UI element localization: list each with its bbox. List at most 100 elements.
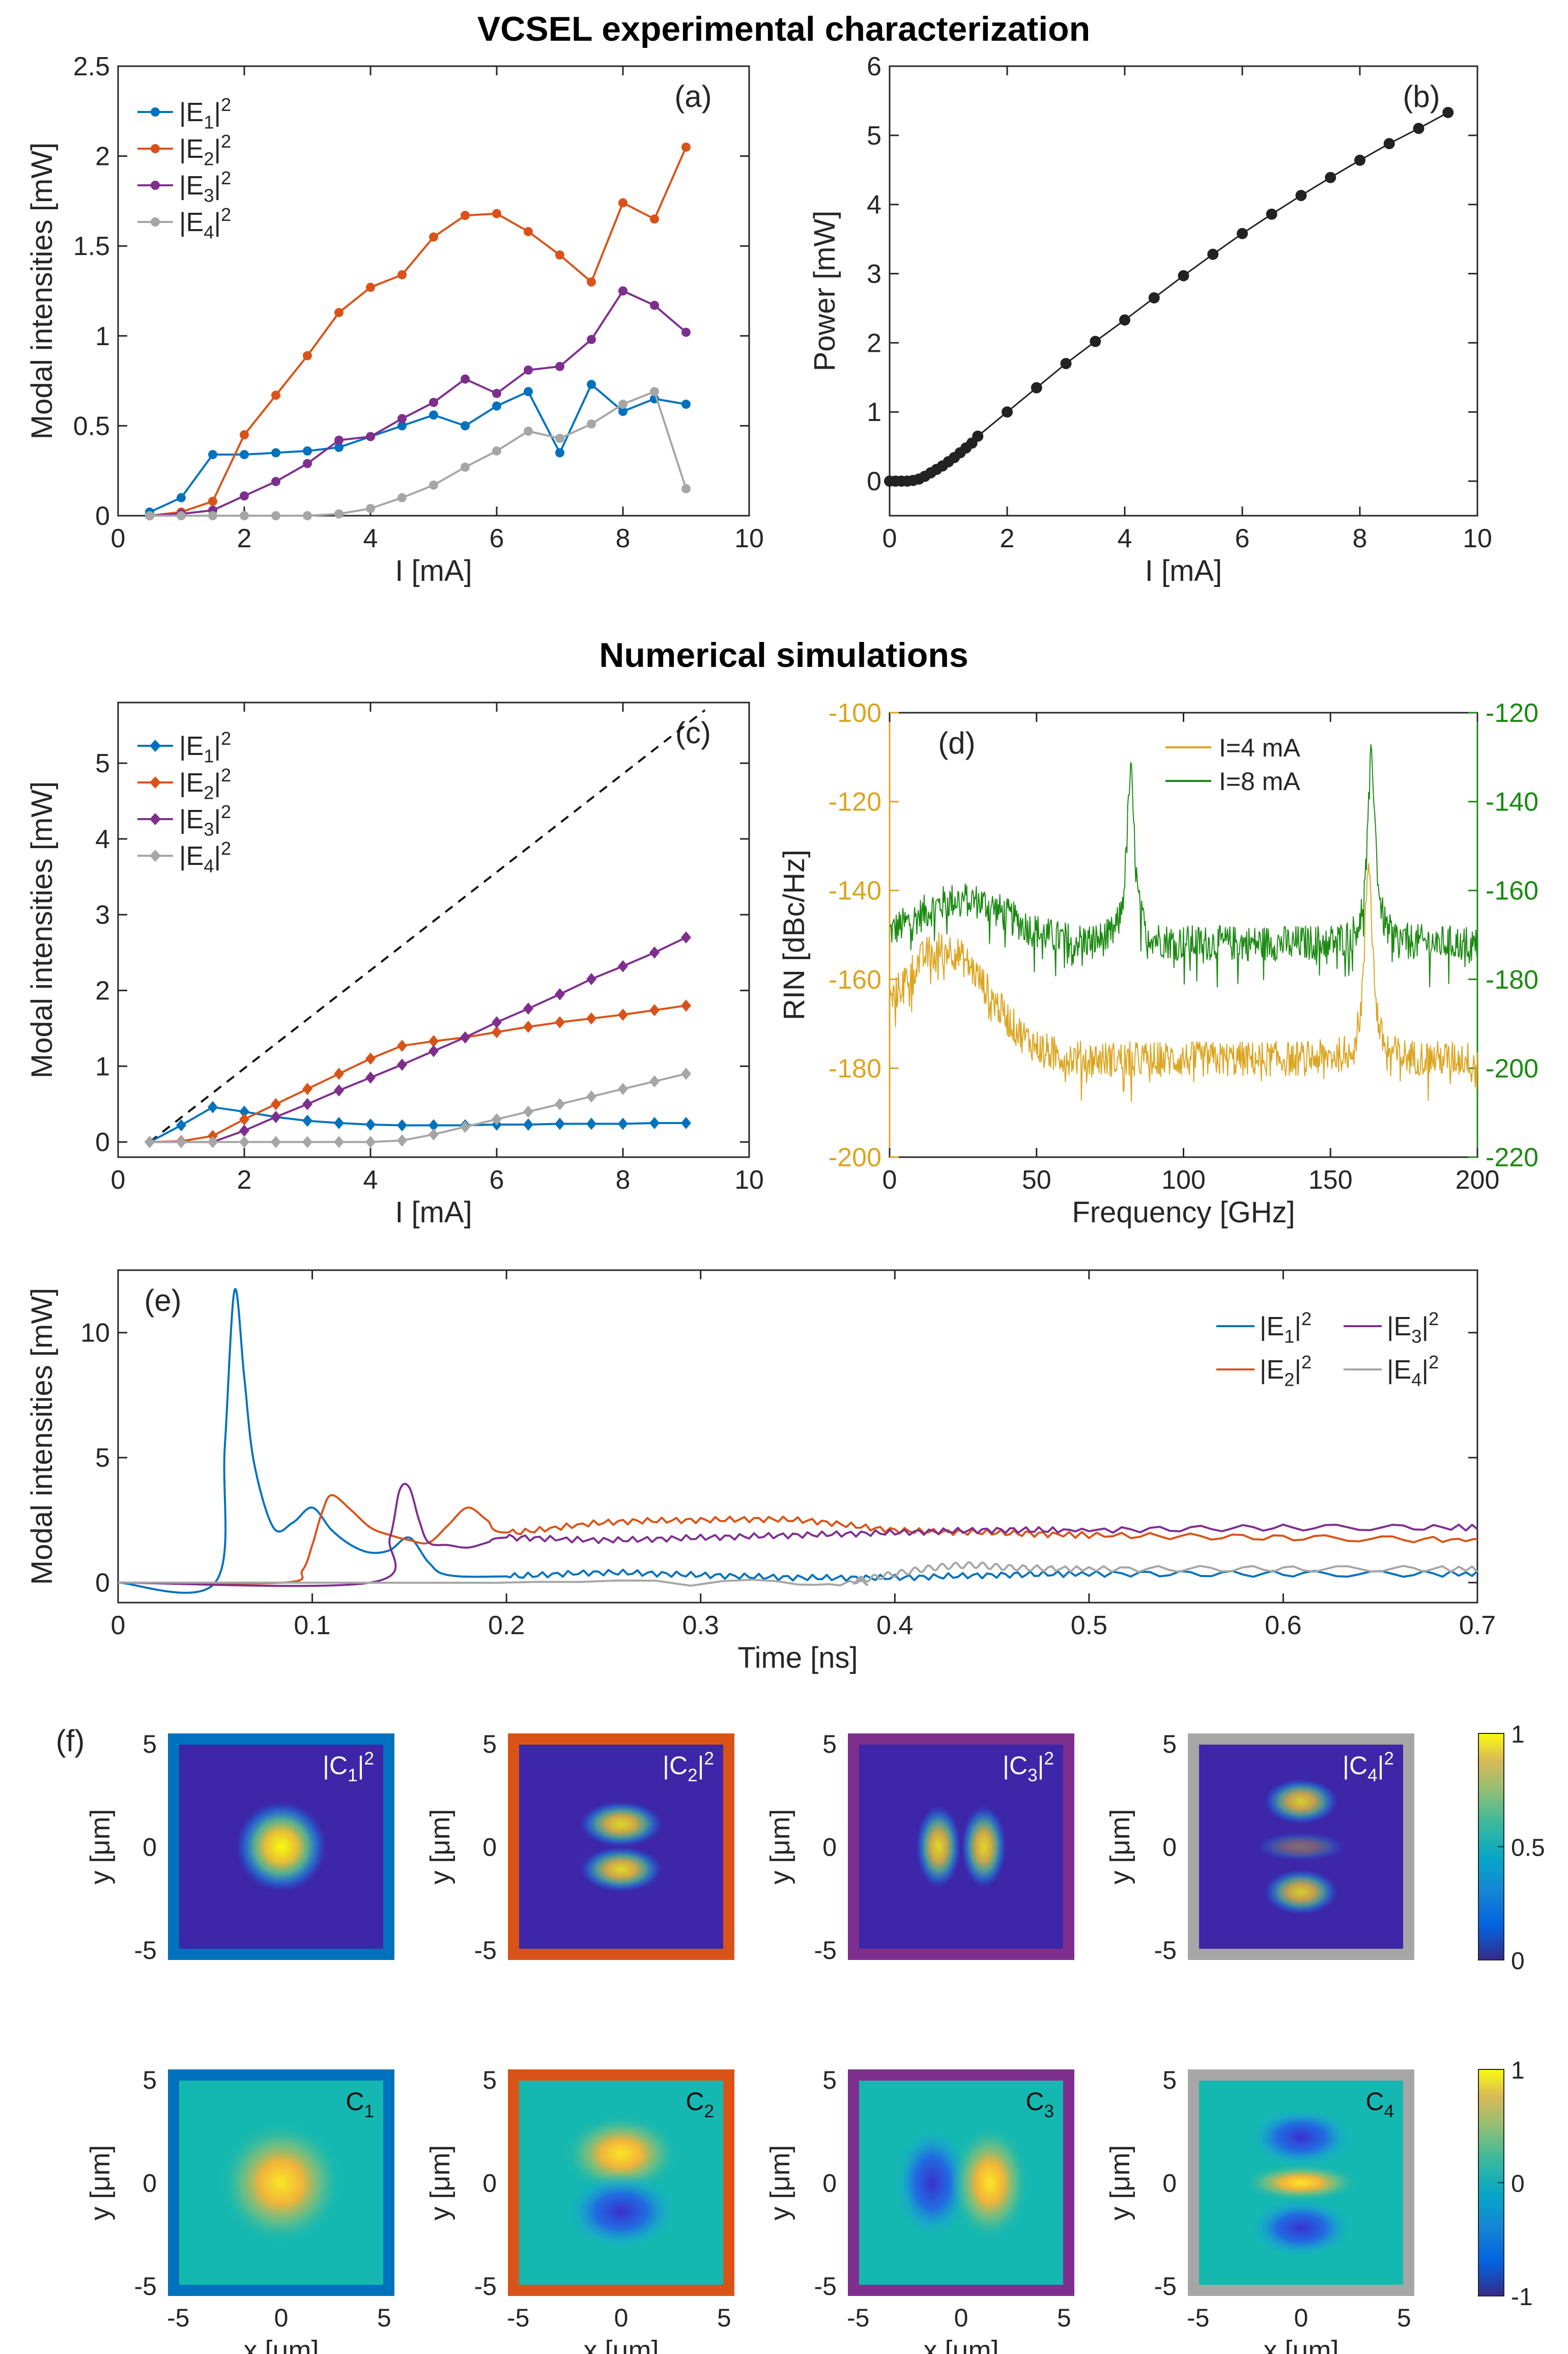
- x-tick-label: 0.7: [1459, 1611, 1496, 1640]
- data-point: [681, 1068, 691, 1080]
- series-line: [150, 1073, 687, 1143]
- x-tick-label: 0.1: [294, 1611, 330, 1640]
- x-tick-label: 100: [1161, 1165, 1206, 1195]
- field-lobe-positive: [1243, 2164, 1359, 2201]
- x-tick-label: 200: [1456, 1165, 1500, 1195]
- x-tick-label: -5: [507, 2304, 529, 2332]
- intensity-lobe: [1264, 1779, 1338, 1824]
- data-point: [366, 283, 375, 292]
- data-point: [649, 946, 660, 959]
- legend-entry: |E4|2: [179, 838, 231, 876]
- x-tick-label: 6: [490, 524, 504, 553]
- colorbar-tick-label: 0.5: [1511, 1835, 1545, 1862]
- data-point: [555, 448, 564, 458]
- heatmap-field-mode-2: C2 -5 -5 0 0 5 5 y [μm] x [μm]: [425, 2066, 734, 2354]
- y-tick-label: -5: [474, 1936, 497, 1965]
- rin-series-4mA: [889, 863, 1478, 1102]
- data-point: [492, 209, 501, 218]
- y-tick-label: 0: [482, 2169, 497, 2198]
- y-tick-label: 3: [867, 260, 881, 289]
- data-point: [555, 1016, 565, 1029]
- data-point: [461, 462, 470, 472]
- data-point: [1178, 270, 1189, 282]
- data-point: [649, 1004, 660, 1017]
- y-tick-label: -180: [829, 1054, 881, 1083]
- data-point: [461, 211, 470, 220]
- data-point: [365, 1136, 376, 1148]
- data-point: [366, 432, 375, 441]
- data-point: [397, 421, 407, 431]
- y-tick-label: 0: [482, 1833, 497, 1862]
- series-line: [118, 1482, 1478, 1587]
- data-point: [618, 400, 628, 409]
- data-point: [650, 300, 659, 310]
- y-tick-label: 5: [142, 1730, 157, 1758]
- legend-entry: |E1|2: [179, 728, 231, 766]
- panel-label: (b): [1403, 79, 1440, 114]
- x-tick-label: 0: [882, 1165, 897, 1195]
- data-point: [397, 1119, 407, 1132]
- x-tick-label: 10: [734, 1165, 764, 1195]
- data-point: [1090, 335, 1101, 347]
- y-tick-label: -120: [829, 788, 881, 817]
- x-tick-label: 10: [734, 524, 764, 553]
- data-point: [208, 1101, 218, 1113]
- y-tick-label: 5: [867, 121, 881, 151]
- series-line: [890, 111, 1449, 482]
- x-tick-label: 5: [1397, 2304, 1411, 2332]
- data-point: [492, 1016, 502, 1029]
- legend-marker: [151, 217, 160, 227]
- data-point: [334, 1136, 344, 1148]
- data-point: [397, 1134, 407, 1147]
- x-tick-label: 0: [1294, 2304, 1308, 2332]
- y2-tick-label: -120: [1486, 698, 1538, 728]
- panel-label: (e): [144, 1283, 181, 1318]
- x-tick-label: 0: [954, 2304, 968, 2332]
- mode-frame: [1188, 1733, 1414, 1960]
- data-point: [681, 327, 691, 337]
- x-tick-label: 0: [614, 2304, 629, 2332]
- y-axis-label: y [μm]: [765, 1809, 795, 1884]
- y-tick-label: 1.5: [73, 232, 110, 261]
- y-tick-label: 2: [95, 976, 110, 1006]
- y-tick-label: -5: [1154, 2272, 1177, 2301]
- y-tick-label: 0: [822, 2169, 837, 2198]
- y-axis-label: y [μm]: [425, 2145, 455, 2220]
- series-line: [149, 1106, 686, 1143]
- x-axis-label: I [mA]: [395, 1196, 472, 1229]
- y-tick-label: 0: [95, 1568, 110, 1598]
- y-axis-label: Modal intensities [mW]: [25, 781, 59, 1078]
- data-point: [145, 511, 154, 520]
- x-axis-label: Frequency [GHz]: [1072, 1196, 1295, 1229]
- y-axis-label: y [μm]: [85, 1809, 116, 1884]
- heatmap-field-mode-3: C3 -5 -5 0 0 5 5 y [μm] x [μm]: [765, 2066, 1074, 2354]
- x-tick-label: 0.3: [682, 1611, 719, 1640]
- data-point: [302, 1114, 312, 1127]
- field-lobe-negative: [1247, 2106, 1355, 2169]
- mode-frame: [848, 1733, 1074, 1960]
- data-point: [587, 334, 596, 344]
- data-point: [176, 1119, 186, 1132]
- x-tick-label: 5: [377, 2304, 391, 2332]
- heatmap-intensity-mode-3: |C3|2 -5 0 5 y [μm]: [765, 1730, 1074, 1965]
- data-point: [302, 1098, 312, 1110]
- field-lobe-positive: [951, 2125, 1029, 2240]
- data-point: [429, 1128, 439, 1141]
- x-tick-label: 0.5: [1071, 1611, 1107, 1640]
- mode-label: C3: [1025, 2087, 1054, 2121]
- data-point: [523, 1002, 533, 1015]
- data-point: [524, 387, 533, 397]
- chart-b: 0 2 4 6 8 10 0 1 2 3 4 5 6 I [mA] Power [mW] (b): [808, 52, 1492, 587]
- data-point: [271, 1098, 281, 1110]
- data-point: [1060, 358, 1072, 370]
- series-line: [149, 1004, 687, 1143]
- data-point: [240, 511, 249, 520]
- series-line: [149, 147, 687, 517]
- mode-label: C4: [1365, 2087, 1394, 2121]
- y-tick-label: 2.5: [73, 52, 110, 81]
- mode-frame: [848, 2069, 1074, 2296]
- x-axis-label: Time [ns]: [737, 1641, 858, 1674]
- data-point: [492, 1113, 502, 1126]
- data-point: [1442, 107, 1454, 119]
- data-point: [492, 401, 501, 411]
